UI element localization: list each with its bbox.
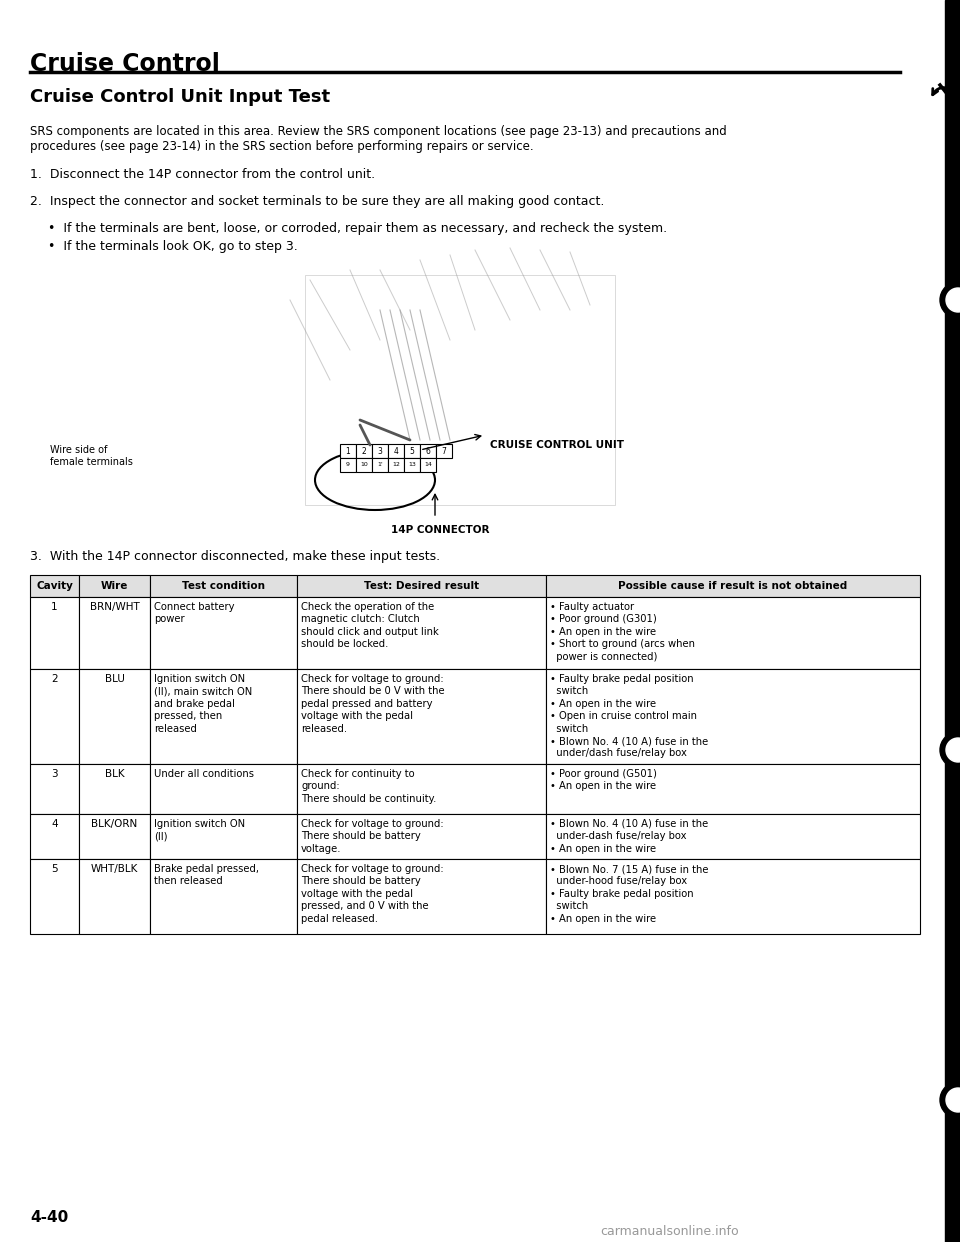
Text: 2: 2 <box>51 674 58 684</box>
Bar <box>945 0 960 1242</box>
Text: Wire: Wire <box>101 581 129 591</box>
Text: Brake pedal pressed,
then released: Brake pedal pressed, then released <box>155 864 259 887</box>
Text: SRS components are located in this area. Review the SRS component locations (see: SRS components are located in this area.… <box>30 125 727 153</box>
Text: 7: 7 <box>442 447 446 456</box>
Bar <box>79 764 150 814</box>
Text: 2.  Inspect the connector and socket terminals to be sure they are all making go: 2. Inspect the connector and socket term… <box>30 195 605 207</box>
Bar <box>30 814 79 859</box>
Circle shape <box>940 282 960 318</box>
Bar <box>546 669 920 764</box>
Text: WHT/BLK: WHT/BLK <box>91 864 138 874</box>
Bar <box>546 764 920 814</box>
Bar <box>305 274 615 505</box>
Text: 2: 2 <box>362 447 367 456</box>
Bar <box>30 859 79 934</box>
Text: Ignition switch ON
(II), main switch ON
and brake pedal
pressed, then
released: Ignition switch ON (II), main switch ON … <box>155 674 252 734</box>
Bar <box>150 814 297 859</box>
Bar <box>546 859 920 934</box>
Text: 1.  Disconnect the 14P connector from the control unit.: 1. Disconnect the 14P connector from the… <box>30 168 375 181</box>
Text: Check for voltage to ground:
There should be battery
voltage with the pedal
pres: Check for voltage to ground: There shoul… <box>301 864 444 924</box>
Bar <box>297 575 546 597</box>
Bar <box>372 443 388 458</box>
Bar <box>150 575 297 597</box>
Text: 1: 1 <box>346 447 350 456</box>
Text: 6: 6 <box>425 447 430 456</box>
Bar <box>150 669 297 764</box>
Text: 4: 4 <box>51 818 58 828</box>
Text: 3: 3 <box>377 447 382 456</box>
Text: 4-40: 4-40 <box>30 1210 68 1225</box>
Bar <box>297 814 546 859</box>
Text: Check for voltage to ground:
There should be 0 V with the
pedal pressed and batt: Check for voltage to ground: There shoul… <box>301 674 444 734</box>
Circle shape <box>940 1082 960 1118</box>
Text: 9: 9 <box>346 462 350 467</box>
Bar <box>79 575 150 597</box>
Text: Cruise Control Unit Input Test: Cruise Control Unit Input Test <box>30 88 330 106</box>
Bar <box>79 814 150 859</box>
Text: 1: 1 <box>51 602 58 612</box>
Circle shape <box>946 288 960 312</box>
Circle shape <box>940 732 960 768</box>
Bar <box>297 859 546 934</box>
Bar <box>420 443 436 458</box>
Text: • Poor ground (G501)
• An open in the wire: • Poor ground (G501) • An open in the wi… <box>550 769 657 791</box>
Bar <box>150 764 297 814</box>
Text: Check for continuity to
ground:
There should be continuity.: Check for continuity to ground: There sh… <box>301 769 437 804</box>
Bar <box>546 575 920 597</box>
Bar <box>297 597 546 669</box>
Text: BRN/WHT: BRN/WHT <box>89 602 139 612</box>
Text: •  If the terminals look OK, go to step 3.: • If the terminals look OK, go to step 3… <box>48 240 298 253</box>
Bar <box>420 458 436 472</box>
Text: Wire side of
female terminals: Wire side of female terminals <box>50 445 132 467</box>
Text: • Blown No. 4 (10 A) fuse in the
  under-dash fuse/relay box
• An open in the wi: • Blown No. 4 (10 A) fuse in the under-d… <box>550 818 708 853</box>
Text: BLU: BLU <box>105 674 125 684</box>
Text: Possible cause if result is not obtained: Possible cause if result is not obtained <box>618 581 848 591</box>
Circle shape <box>946 738 960 763</box>
Text: carmanualsonline.info: carmanualsonline.info <box>600 1225 738 1238</box>
Bar <box>79 597 150 669</box>
Text: Cavity: Cavity <box>36 581 73 591</box>
Bar <box>30 597 79 669</box>
Bar <box>79 859 150 934</box>
Text: 5: 5 <box>410 447 415 456</box>
Bar <box>372 458 388 472</box>
Text: Connect battery
power: Connect battery power <box>155 602 234 625</box>
Text: 10: 10 <box>360 462 368 467</box>
Bar <box>30 669 79 764</box>
Text: 12: 12 <box>392 462 400 467</box>
Bar <box>30 764 79 814</box>
Bar <box>150 597 297 669</box>
Text: BLK/ORN: BLK/ORN <box>91 818 137 828</box>
Text: CRUISE CONTROL UNIT: CRUISE CONTROL UNIT <box>490 440 624 450</box>
Bar <box>546 597 920 669</box>
Bar <box>436 443 452 458</box>
Bar <box>150 859 297 934</box>
Text: Ignition switch ON
(II): Ignition switch ON (II) <box>155 818 245 841</box>
Text: 14P CONNECTOR: 14P CONNECTOR <box>391 525 490 535</box>
Text: 4: 4 <box>394 447 398 456</box>
Text: 3.  With the 14P connector disconnected, make these input tests.: 3. With the 14P connector disconnected, … <box>30 550 440 563</box>
Bar <box>30 575 79 597</box>
Text: Test condition: Test condition <box>182 581 265 591</box>
Bar <box>356 443 372 458</box>
Bar <box>546 814 920 859</box>
Bar <box>297 669 546 764</box>
Bar <box>388 458 404 472</box>
Text: 1': 1' <box>377 462 383 467</box>
Bar <box>388 443 404 458</box>
Text: • Faulty actuator
• Poor ground (G301)
• An open in the wire
• Short to ground (: • Faulty actuator • Poor ground (G301) •… <box>550 602 695 662</box>
Text: Check the operation of the
magnetic clutch: Clutch
should click and output link
: Check the operation of the magnetic clut… <box>301 602 439 650</box>
Bar <box>297 764 546 814</box>
Text: Under all conditions: Under all conditions <box>155 769 254 779</box>
Text: Cruise Control: Cruise Control <box>30 52 220 76</box>
Bar <box>340 458 356 472</box>
Bar <box>356 458 372 472</box>
Text: BLK: BLK <box>105 769 125 779</box>
Circle shape <box>946 1088 960 1112</box>
Text: • Faulty brake pedal position
  switch
• An open in the wire
• Open in cruise co: • Faulty brake pedal position switch • A… <box>550 674 708 759</box>
Bar <box>340 443 356 458</box>
Text: 3: 3 <box>51 769 58 779</box>
Text: • Blown No. 7 (15 A) fuse in the
  under-hood fuse/relay box
• Faulty brake peda: • Blown No. 7 (15 A) fuse in the under-h… <box>550 864 708 924</box>
Text: 5: 5 <box>51 864 58 874</box>
Text: Test: Desired result: Test: Desired result <box>364 581 479 591</box>
